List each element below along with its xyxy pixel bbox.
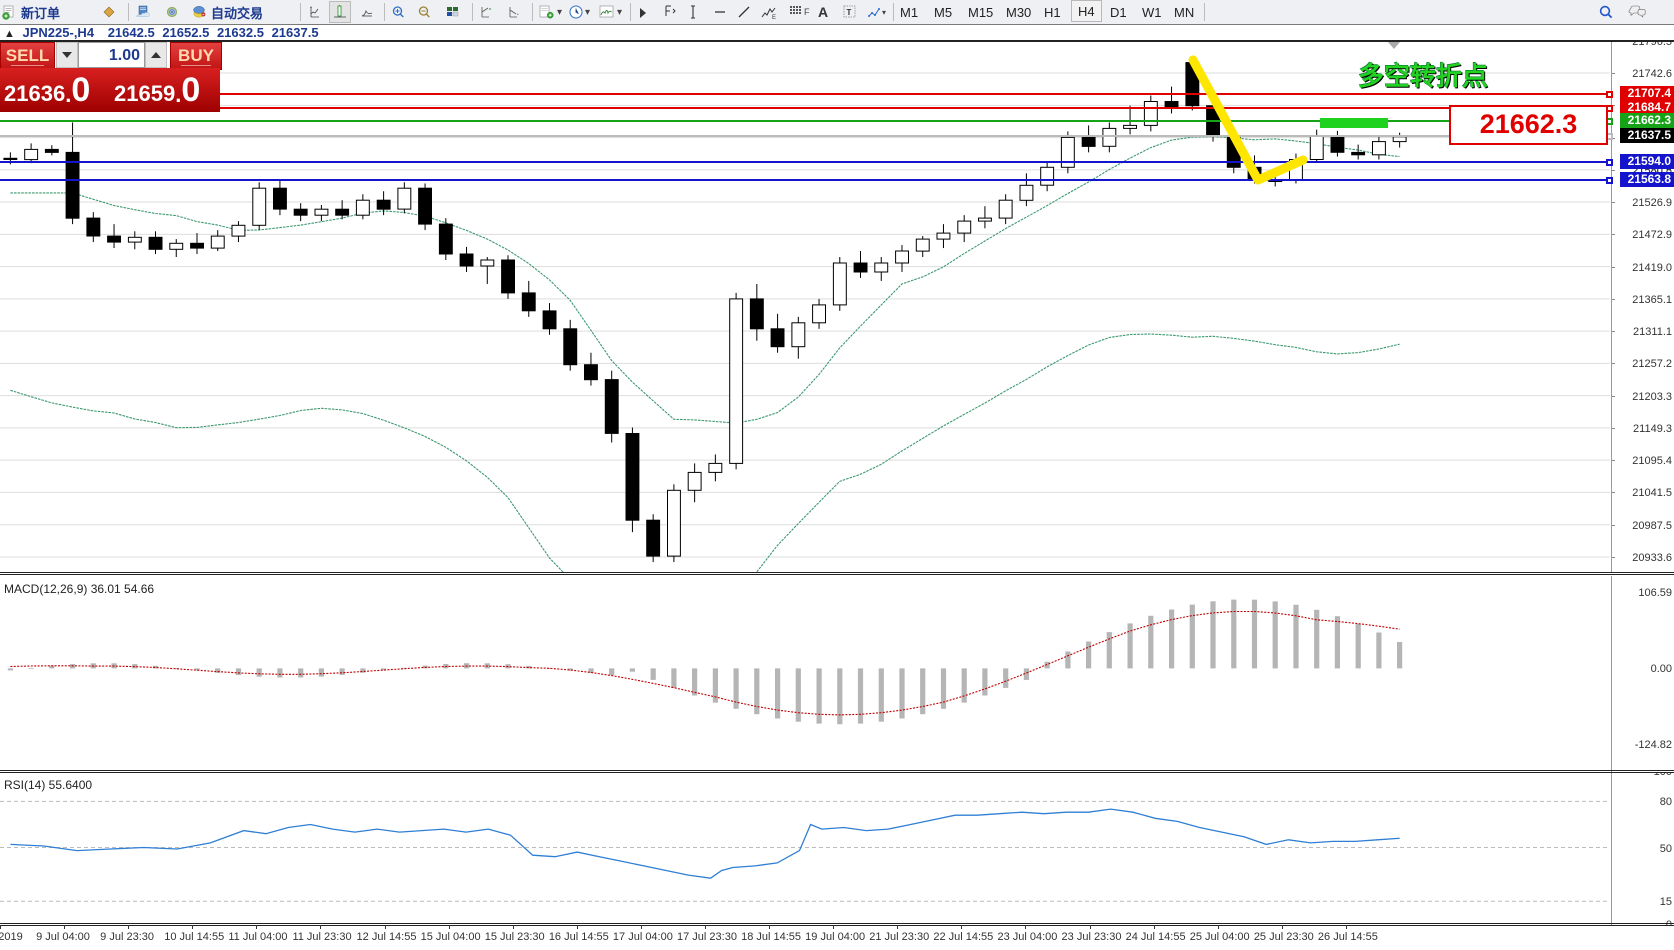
svg-text:T: T — [847, 8, 852, 17]
svg-text:E: E — [772, 15, 776, 20]
